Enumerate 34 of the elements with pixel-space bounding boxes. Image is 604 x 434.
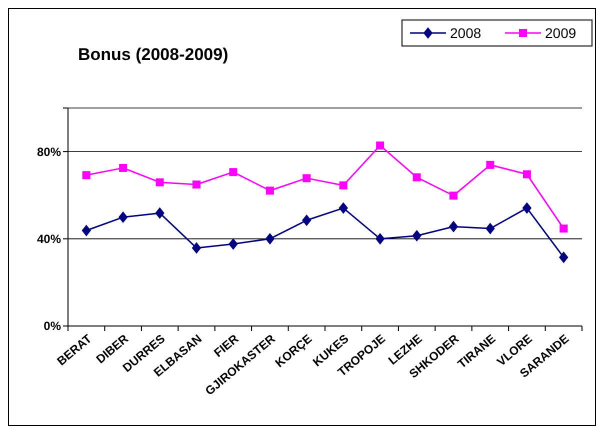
point [522,202,532,214]
point [266,186,274,195]
point [119,164,128,172]
y-tick-label: 40% [36,232,62,246]
point [450,192,458,200]
y-tick-label: 0% [44,319,62,334]
point [339,181,348,190]
point [522,170,531,178]
point [449,221,458,232]
point [486,160,494,169]
point [265,233,274,244]
point [192,242,201,254]
chart-title: Bonus (2008-2009) [78,45,228,64]
point [486,223,495,234]
point [559,252,568,263]
point [229,168,238,176]
point [82,225,91,236]
point [228,238,238,250]
point [192,180,200,189]
point [560,224,568,233]
point [412,173,421,182]
point [302,214,312,226]
point [82,171,90,180]
point [376,141,384,150]
point [338,202,348,214]
point [118,212,128,223]
point [376,233,385,244]
point [302,174,311,182]
y-tick-label: 80% [36,144,62,159]
legend-label: 2009 [545,24,576,41]
legend-label: 2008 [450,24,482,41]
point [155,208,164,219]
point [412,230,422,242]
point [156,178,164,186]
